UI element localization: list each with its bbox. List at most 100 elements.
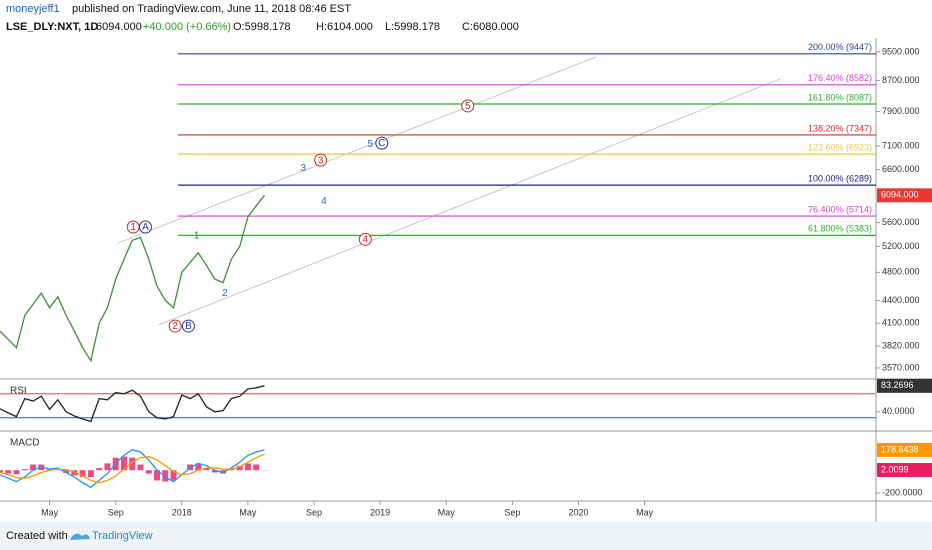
x-tick-label: 2020 (568, 507, 588, 517)
wave-label: 1 (130, 222, 136, 233)
price-tag (877, 442, 932, 457)
macd-hist (96, 467, 103, 471)
fib-level-label: 161.80% (8087) (808, 92, 872, 102)
fib-level-label: 200.00% (9447) (808, 42, 872, 52)
ohlc-high: H:6104.000 (316, 21, 373, 33)
macd-hist (145, 470, 152, 474)
wave-label: A (142, 222, 149, 233)
macd-hist (244, 463, 251, 471)
wave-label: 2 (172, 321, 178, 332)
created-with: Created with (6, 530, 68, 542)
macd-hist (236, 465, 243, 471)
price-tag-label: 83.2696 (881, 380, 914, 390)
macd-hist (5, 470, 12, 474)
macd-hist (195, 463, 202, 471)
macd-hist (13, 470, 20, 475)
x-tick-label: May (636, 507, 654, 517)
y-tick-label: 8700.000 (882, 75, 920, 85)
rsi-line (0, 385, 265, 423)
fib-level-label: 123.60% (6923) (808, 143, 872, 153)
wave-circle (375, 136, 389, 150)
wave-circle (461, 99, 475, 113)
macd-hist (63, 470, 70, 474)
x-tick-label: Sep (504, 507, 520, 517)
price-tag (877, 378, 932, 393)
macd-hist (162, 470, 169, 482)
wave-label: 4 (321, 196, 327, 207)
brand[interactable]: TradingView (92, 530, 153, 542)
wave-label: 3 (301, 163, 307, 174)
wave-circle (181, 319, 195, 333)
y-tick-label: 5200.000 (882, 241, 920, 251)
y-tick-label: 9500.000 (882, 46, 920, 56)
symbol: LSE_DLY:NXT, 1D (6, 21, 98, 33)
price-tag (877, 462, 932, 477)
macd-hist (79, 470, 86, 478)
macd-hist (203, 467, 210, 471)
macd-hist (154, 470, 161, 481)
macd-hist (30, 464, 37, 471)
ohlc-open: O:5998.178 (233, 21, 291, 33)
y-tick-label: -200.0000 (882, 487, 923, 497)
wave-label: 1 (194, 230, 200, 241)
fib-level-label: 138.20% (7347) (808, 123, 872, 133)
pane-title: RSI (10, 386, 27, 397)
price-line (0, 194, 266, 363)
x-tick-label: 2018 (172, 507, 192, 517)
macd-hist (87, 470, 94, 478)
macd-hist (253, 464, 260, 471)
x-tick-label: May (438, 507, 456, 517)
x-tick-label: Sep (306, 507, 322, 517)
channel-line (117, 56, 597, 244)
wave-label: 4 (362, 234, 368, 245)
y-tick-label: 3820.000 (882, 340, 920, 350)
wave-circle (138, 220, 152, 234)
logo (70, 533, 90, 540)
price-tag-label: 178.6438 (881, 444, 919, 454)
x-tick-label: Sep (108, 507, 124, 517)
y-tick-label: 4800.000 (882, 267, 920, 277)
y-tick-label: 4100.000 (882, 318, 920, 328)
macd-hist (129, 457, 136, 471)
x-tick-label: May (239, 507, 257, 517)
published: published on TradingView.com, June 11, 2… (72, 3, 351, 15)
y-tick-label: 5600.000 (882, 217, 920, 227)
ohlc-close: C:6080.000 (462, 21, 519, 33)
macd-hist (21, 469, 28, 471)
price-tag-label: 2.0099 (881, 464, 909, 474)
wave-label: 5 (465, 101, 471, 112)
wave-circle (168, 319, 182, 333)
price-tag-label: 6094.000 (881, 190, 919, 200)
fib-level-label: 176.40% (8582) (808, 73, 872, 83)
y-tick-label: 40.0000 (882, 406, 915, 416)
channel-line (157, 78, 781, 326)
macd-hist (71, 470, 78, 476)
macd-hist (170, 470, 177, 481)
y-tick-label: 7100.000 (882, 140, 920, 150)
fib-level-label: 76.400% (5714) (808, 204, 872, 214)
macd-hist (0, 470, 3, 473)
footer-bar (0, 522, 932, 550)
wave-label: 3 (318, 155, 324, 166)
macd-hist (104, 463, 111, 471)
author[interactable]: moneyjeff1 (6, 3, 60, 15)
wave-label: C (378, 138, 385, 149)
price-tag (877, 188, 932, 203)
y-tick-label: 3570.000 (882, 362, 920, 372)
macd-hist (137, 464, 144, 471)
wave-circle (358, 232, 372, 246)
signal-line (0, 453, 265, 484)
last: 6094.000 (96, 21, 142, 33)
macd-hist (120, 456, 127, 471)
x-tick-label: 2019 (370, 507, 390, 517)
y-tick-label: 4400.000 (882, 295, 920, 305)
macd-line (0, 448, 265, 489)
fib-level-label: 100.00% (6289) (808, 174, 872, 184)
pane-title: MACD (10, 438, 39, 449)
y-tick-label: 7900.000 (882, 106, 920, 116)
x-tick-label: May (41, 507, 59, 517)
wave-label: 2 (222, 288, 228, 299)
wave-label: B (185, 321, 192, 332)
